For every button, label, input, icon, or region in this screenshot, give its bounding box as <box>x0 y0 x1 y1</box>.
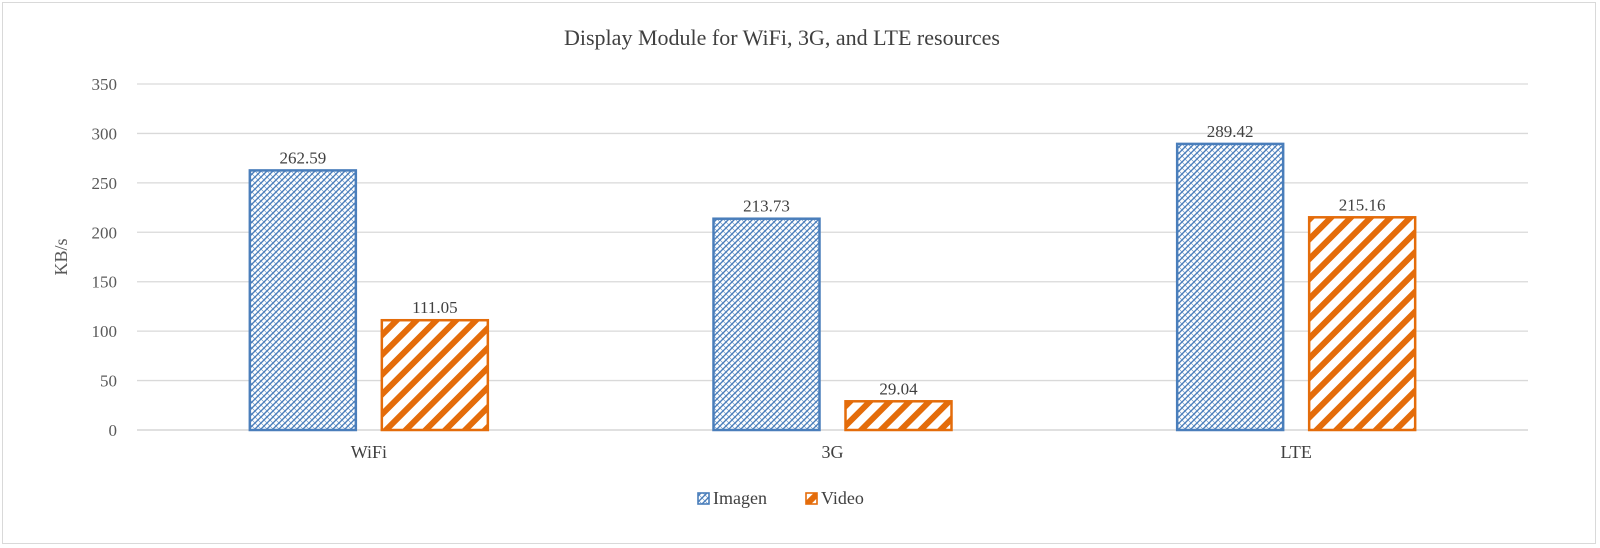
y-tick-label: 350 <box>92 75 118 94</box>
gridlines <box>137 83 1528 431</box>
y-tick-label: 0 <box>109 421 118 440</box>
bar-video-wifi <box>380 318 490 432</box>
y-axis-label: KB/s <box>51 238 71 275</box>
legend: Imagen Video <box>697 488 864 508</box>
bar-imagen-lte <box>1175 142 1285 432</box>
data-label: 289.42 <box>1207 122 1254 141</box>
legend-swatch-video <box>805 492 818 505</box>
category-label: 3G <box>822 442 844 462</box>
bar-video-lte <box>1307 216 1417 432</box>
category-label: LTE <box>1280 442 1311 462</box>
category-label: WiFi <box>351 442 387 462</box>
y-tick-label: 250 <box>92 174 118 193</box>
bar-video-3g <box>844 400 953 432</box>
data-label: 29.04 <box>879 379 918 398</box>
data-label: 213.73 <box>743 197 790 216</box>
legend-label-video: Video <box>821 488 864 508</box>
x-tick-labels: WiFi 3G LTE <box>351 442 1312 462</box>
data-label: 262.59 <box>279 148 326 167</box>
bar-imagen-3g <box>712 217 821 432</box>
y-tick-label: 200 <box>92 223 118 242</box>
y-tick-label: 100 <box>92 322 118 341</box>
legend-label-imagen: Imagen <box>713 488 767 508</box>
data-labels: 262.59 111.05 213.73 29.04 289.42 215.16 <box>279 122 1385 398</box>
bar-imagen-wifi <box>248 169 358 432</box>
y-tick-label: 150 <box>92 273 118 292</box>
legend-swatch-imagen <box>697 492 710 505</box>
data-label: 111.05 <box>412 298 458 317</box>
y-tick-label: 50 <box>100 372 117 391</box>
y-tick-labels: 0 50 100 150 200 250 300 350 <box>92 75 118 440</box>
data-label: 215.16 <box>1339 195 1386 214</box>
y-tick-label: 300 <box>92 124 118 143</box>
chart-title: Display Module for WiFi, 3G, and LTE res… <box>564 25 1000 50</box>
bars <box>248 142 1417 432</box>
